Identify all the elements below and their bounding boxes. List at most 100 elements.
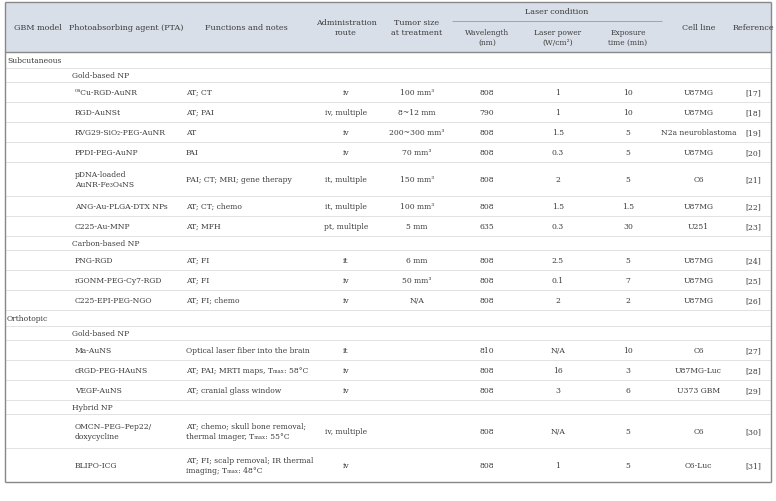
Text: it, multiple: it, multiple (325, 176, 367, 184)
Text: 3: 3 (556, 386, 560, 394)
Text: Optical laser fiber into the brain: Optical laser fiber into the brain (186, 346, 310, 354)
Text: AT; FI; chemo: AT; FI; chemo (186, 297, 240, 305)
Text: AT; FI; scalp removal; IR thermal
imaging; Tₘₐₓ: 48°C: AT; FI; scalp removal; IR thermal imagin… (186, 456, 314, 474)
Text: AT; chemo; skull bone removal;
thermal imager, Tₘₐₓ: 55°C: AT; chemo; skull bone removal; thermal i… (186, 422, 306, 440)
Bar (5, 236, 771, 250)
Bar (5, 196, 771, 216)
Text: 1: 1 (556, 89, 560, 97)
Text: U87MG: U87MG (684, 109, 713, 117)
Text: 100 mm³: 100 mm³ (400, 89, 434, 97)
Text: C225-Au-MNP: C225-Au-MNP (75, 222, 130, 230)
Text: C6: C6 (693, 346, 704, 354)
Text: Subcutaneous: Subcutaneous (7, 57, 61, 65)
Text: pDNA-loaded
AuNR-Fe₃O₄NS: pDNA-loaded AuNR-Fe₃O₄NS (75, 171, 134, 188)
Text: PNG-RGD: PNG-RGD (75, 257, 113, 265)
Text: [28]: [28] (745, 366, 761, 374)
Text: 808: 808 (480, 366, 494, 374)
Text: 808: 808 (480, 461, 494, 469)
Text: 5: 5 (625, 461, 630, 469)
Text: 808: 808 (480, 277, 494, 285)
Text: Gold-based NP: Gold-based NP (72, 72, 130, 80)
Text: 2.5: 2.5 (552, 257, 564, 265)
Bar (5, 69, 771, 83)
Bar (5, 326, 771, 340)
Text: [21]: [21] (745, 176, 761, 184)
Text: 150 mm³: 150 mm³ (400, 176, 434, 184)
Bar (5, 340, 771, 360)
Text: iv: iv (343, 277, 349, 285)
Text: 790: 790 (480, 109, 494, 117)
Text: N/A: N/A (550, 346, 566, 354)
Text: 0.1: 0.1 (552, 277, 564, 285)
Bar (5, 3, 771, 53)
Text: 5: 5 (625, 149, 630, 157)
Text: U87MG: U87MG (684, 277, 713, 285)
Text: 1.5: 1.5 (552, 129, 564, 137)
Text: it: it (343, 346, 348, 354)
Bar (5, 291, 771, 311)
Text: Functions and notes: Functions and notes (205, 24, 288, 32)
Text: U87MG: U87MG (684, 257, 713, 265)
Text: Orthotopic: Orthotopic (7, 314, 48, 322)
Text: U87MG: U87MG (684, 297, 713, 305)
Text: [22]: [22] (745, 202, 761, 210)
Text: 808: 808 (480, 129, 494, 137)
Text: RGD-AuNSt: RGD-AuNSt (75, 109, 121, 117)
Text: 808: 808 (480, 257, 494, 265)
Text: 808: 808 (480, 427, 494, 435)
Text: AT; FI: AT; FI (186, 257, 210, 265)
Text: 808: 808 (480, 149, 494, 157)
Text: RVG29-SiO₂-PEG-AuNR: RVG29-SiO₂-PEG-AuNR (75, 129, 166, 137)
Text: BLIPO-ICG: BLIPO-ICG (75, 461, 117, 469)
Text: Gold-based NP: Gold-based NP (72, 329, 130, 337)
Text: Photoabsorbing agent (PTA): Photoabsorbing agent (PTA) (69, 24, 184, 32)
Text: iv, multiple: iv, multiple (325, 427, 367, 435)
Text: 635: 635 (480, 222, 494, 230)
Text: 10: 10 (623, 346, 633, 354)
Text: 6 mm: 6 mm (407, 257, 428, 265)
Bar (5, 216, 771, 236)
Text: iv: iv (343, 366, 349, 374)
Text: AT; cranial glass window: AT; cranial glass window (186, 386, 281, 394)
Text: 808: 808 (480, 89, 494, 97)
Text: cRGD-PEG-HAuNS: cRGD-PEG-HAuNS (75, 366, 148, 374)
Text: rGONM-PEG-Cy7-RGD: rGONM-PEG-Cy7-RGD (75, 277, 162, 285)
Text: 1: 1 (556, 109, 560, 117)
Text: 810: 810 (480, 346, 494, 354)
Text: N2a neuroblastoma: N2a neuroblastoma (660, 129, 736, 137)
Text: AT; MFH: AT; MFH (186, 222, 220, 230)
Text: 1.5: 1.5 (552, 202, 564, 210)
Text: iv: iv (343, 297, 349, 305)
Text: 30: 30 (623, 222, 633, 230)
Text: 100 mm³: 100 mm³ (400, 202, 434, 210)
Text: 808: 808 (480, 386, 494, 394)
Bar (5, 448, 771, 482)
Text: 5: 5 (625, 427, 630, 435)
Text: [23]: [23] (745, 222, 761, 230)
Text: 1.5: 1.5 (622, 202, 634, 210)
Text: iv: iv (343, 386, 349, 394)
Text: 2: 2 (625, 297, 630, 305)
Bar (5, 83, 771, 103)
Text: iv, multiple: iv, multiple (325, 109, 367, 117)
Text: 0.3: 0.3 (552, 222, 564, 230)
Text: 7: 7 (625, 277, 630, 285)
Text: Wavelength
(nm): Wavelength (nm) (465, 29, 509, 46)
Text: [18]: [18] (745, 109, 761, 117)
Text: Reference: Reference (733, 24, 774, 32)
Text: GBM model: GBM model (14, 24, 61, 32)
Text: 0.3: 0.3 (552, 149, 564, 157)
Text: 808: 808 (480, 297, 494, 305)
Text: iv: iv (343, 461, 349, 469)
Text: pt, multiple: pt, multiple (324, 222, 368, 230)
Text: N/A: N/A (550, 427, 566, 435)
Text: Cell line: Cell line (682, 24, 715, 32)
Text: [17]: [17] (745, 89, 761, 97)
Text: 50 mm³: 50 mm³ (402, 277, 431, 285)
Text: AT; CT: AT; CT (186, 89, 212, 97)
Bar (5, 103, 771, 123)
Text: OMCN–PEG–Pep22/
doxycycline: OMCN–PEG–Pep22/ doxycycline (75, 422, 152, 440)
Text: PAI: PAI (186, 149, 199, 157)
Text: iv: iv (343, 89, 349, 97)
Text: AT; FI: AT; FI (186, 277, 210, 285)
